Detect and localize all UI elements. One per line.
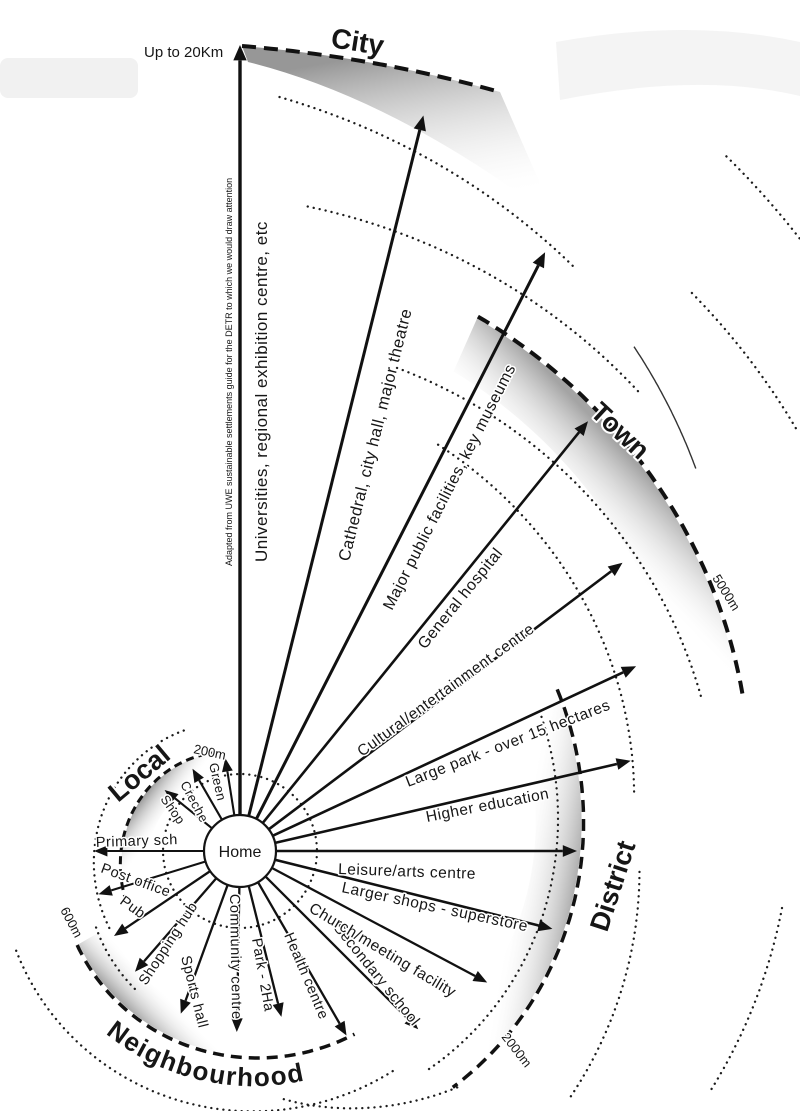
arrowhead-icon — [222, 758, 233, 773]
facility-arrow — [271, 866, 476, 978]
arrowhead-icon — [537, 919, 553, 932]
facility-arrow — [264, 875, 410, 1021]
arrowhead-icon — [532, 252, 546, 269]
facility-label: Cathedral, city hall, major theatre — [335, 307, 415, 563]
facility-label: Higher education — [425, 785, 551, 826]
zone-label-district: District — [584, 837, 641, 935]
arrowhead-icon — [562, 845, 577, 857]
facility-arrow — [257, 881, 341, 1025]
facility-label: Health centre — [280, 930, 331, 1022]
distance-label: 2000m — [499, 1030, 535, 1071]
distance-ring-dotted — [567, 870, 641, 1101]
facility-arrow — [255, 264, 540, 820]
facility-arrow — [247, 885, 280, 1004]
arrowhead-icon — [334, 1020, 347, 1036]
facility-label: Large park - over 15 hectares — [403, 697, 612, 791]
zone-boundary-city — [241, 44, 501, 94]
facility-label: Primary sch — [96, 832, 179, 851]
facility-arrow — [274, 858, 540, 927]
facility-label: Larger shops - superstore — [340, 879, 529, 935]
arrowhead-icon — [620, 666, 637, 678]
facility-arrow — [274, 762, 618, 845]
facility-arrow — [247, 129, 422, 817]
facility-label: Pub — [117, 893, 149, 922]
zone-boundary-district — [451, 688, 586, 1089]
zone-band-local — [121, 753, 225, 898]
arrowhead-icon — [164, 790, 179, 803]
zone-band-neighbourhood — [78, 927, 354, 1056]
facility-arrow — [124, 870, 211, 930]
facility-label: Community centre — [226, 894, 244, 1020]
arrowhead-icon — [607, 562, 623, 576]
arrowhead-icon — [272, 1002, 284, 1017]
arrowhead-icon — [94, 845, 108, 857]
arrowhead-icon — [98, 885, 113, 896]
zone-boundary-local — [118, 750, 220, 898]
scan-artifact — [556, 30, 800, 100]
facility-arrow — [184, 884, 229, 1002]
arrowhead-icon — [233, 45, 247, 61]
facility-arrow — [198, 779, 223, 821]
distance-ring-dotted — [282, 1085, 461, 1110]
home-label: Home — [219, 844, 262, 861]
distance-ring-dotted — [306, 205, 641, 394]
facility-label: Universities, regional exhibition centre… — [252, 221, 271, 562]
facility-arrow — [272, 671, 624, 837]
facility-arrow — [235, 886, 241, 1019]
arrowhead-icon — [114, 923, 129, 936]
facility-arrow — [110, 860, 206, 892]
source-note: Adapted from UWE sustainable settlements… — [224, 178, 234, 566]
distance-ring-dotted — [709, 906, 784, 1092]
distance-ring-dotted — [92, 729, 185, 933]
facility-label: Park - 2Ha — [248, 937, 277, 1013]
arrowhead-icon — [192, 768, 204, 783]
facility-arrow — [267, 570, 613, 831]
zone-band-city — [242, 46, 608, 262]
arrowhead-icon — [472, 971, 488, 983]
distance-ring-dotted — [161, 772, 319, 930]
arrowhead-icon — [135, 957, 149, 972]
scan-artifact — [0, 58, 138, 98]
zone-boundary-town — [476, 314, 745, 698]
facility-arrow — [143, 877, 218, 963]
distance-ring-dotted — [725, 155, 800, 241]
arrowhead-icon — [574, 421, 588, 436]
distance-ring-dotted — [94, 926, 139, 993]
distance-ring-solid — [633, 346, 697, 469]
arrowhead-icon — [404, 1015, 419, 1030]
zone-band-district — [420, 690, 582, 1086]
distance-ring-dotted — [15, 949, 395, 1111]
facility-arrow — [226, 771, 236, 816]
distance-label: 600m — [57, 904, 86, 940]
facility-arrow — [174, 797, 213, 830]
facility-label: Major public facilities, key museums — [380, 362, 519, 613]
arrowhead-icon — [615, 758, 631, 770]
facility-label: General hospital — [415, 545, 507, 652]
distance-label: Up to 20Km — [144, 44, 223, 61]
arrowhead-icon — [180, 998, 191, 1014]
distance-ring-dotted — [436, 443, 636, 797]
distance-ring-dotted — [690, 291, 799, 433]
zone-band-town — [453, 318, 742, 715]
arrowhead-icon — [231, 1018, 243, 1032]
distance-ring-dotted — [278, 95, 578, 271]
home-circle — [202, 813, 278, 889]
arrowhead-icon — [413, 115, 426, 132]
facility-arrow — [261, 431, 581, 824]
